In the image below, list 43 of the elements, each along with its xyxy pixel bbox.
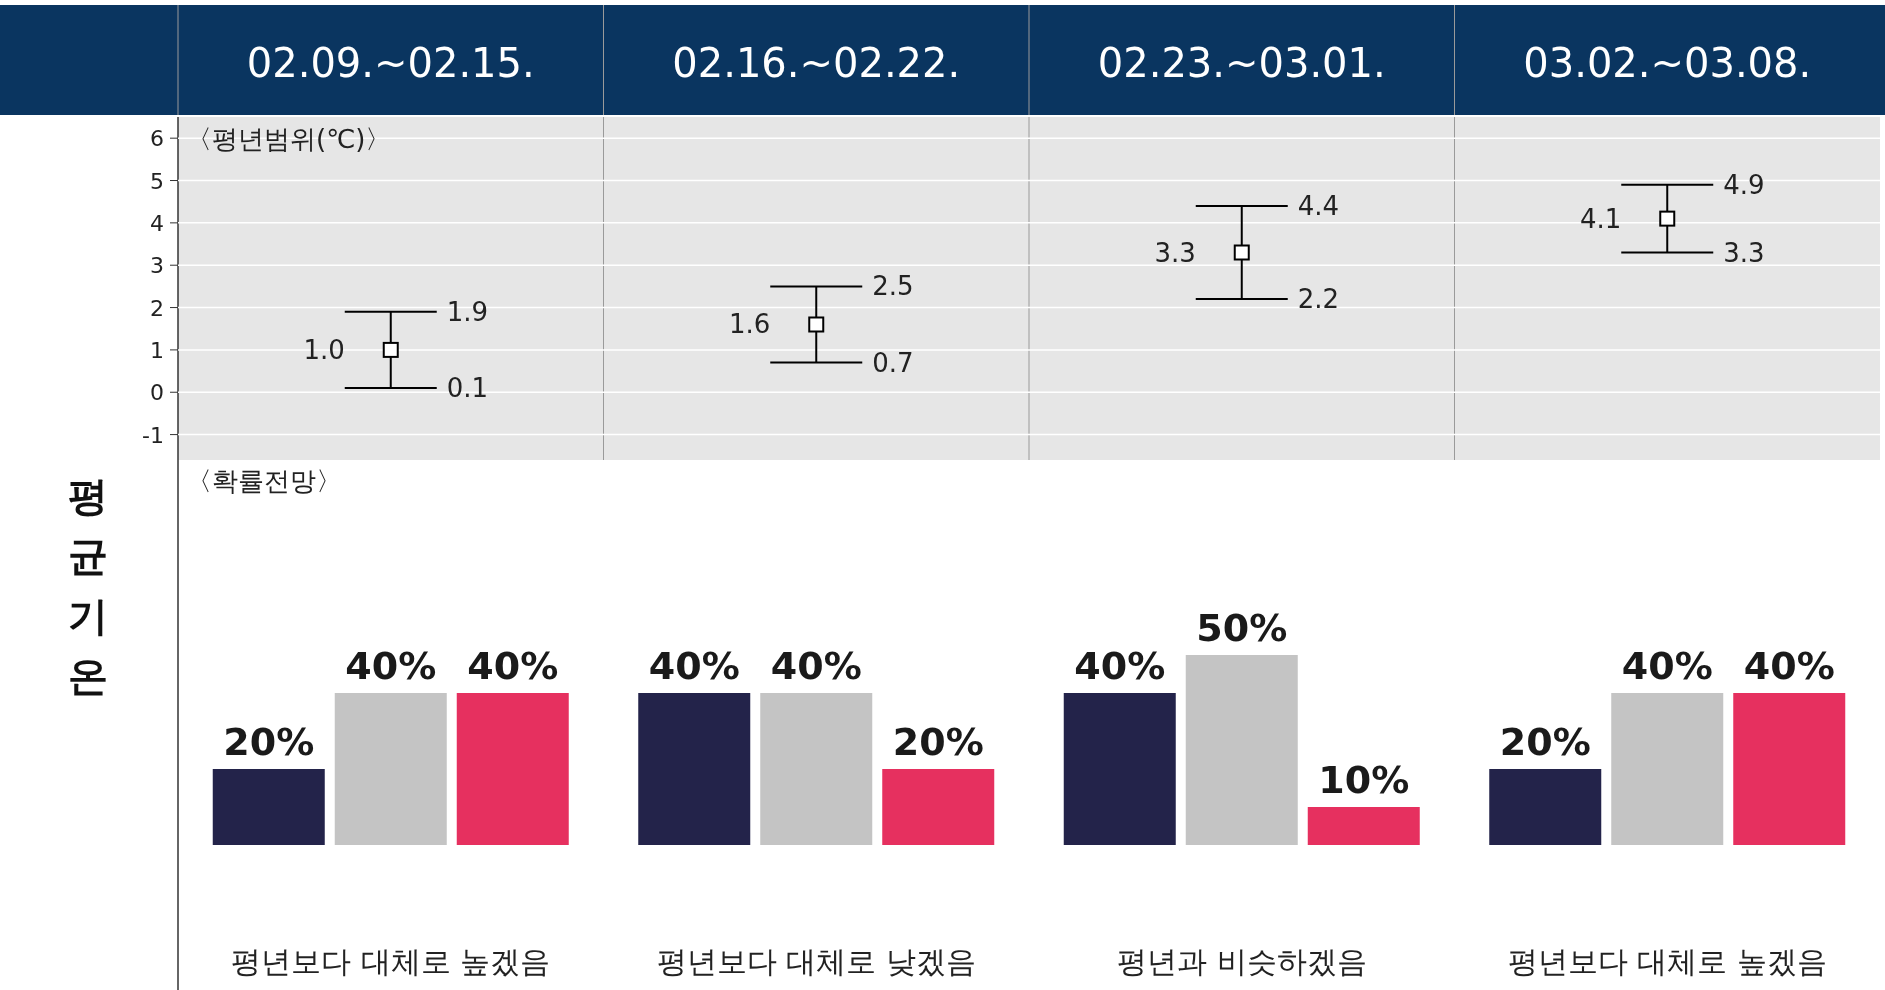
y-tick-label: 1 xyxy=(150,337,164,363)
annotation: 0.7 xyxy=(872,347,914,378)
annotation: 3.3 xyxy=(1723,237,1765,268)
data-label: 10% xyxy=(1318,758,1410,802)
y-axis-title: 평균기온 xyxy=(68,473,108,699)
data-label: 50% xyxy=(1196,606,1288,650)
text: 평년보다 대체로 낮겠음 xyxy=(656,944,976,979)
text: 평년과 비슷하겠음 xyxy=(1116,944,1367,979)
y-tick-label: -1 xyxy=(142,422,164,448)
data-label: 1.0 xyxy=(303,334,345,365)
annotation: 0.1 xyxy=(446,373,489,404)
y-tick-label: 0 xyxy=(150,380,164,406)
annotation: 4.4 xyxy=(1297,190,1340,221)
y-tick-label: 5 xyxy=(150,168,164,194)
y-tick-label: 4 xyxy=(150,210,164,236)
x-tick-label: 02.09.~02.15. xyxy=(246,40,535,86)
x-tick-label: 03.02.~03.08. xyxy=(1523,40,1812,86)
chart-title: 〈확률전망〉 xyxy=(186,466,342,496)
data-label: 40% xyxy=(770,644,862,688)
annotation: 2.5 xyxy=(872,271,914,302)
y-tick-label: 2 xyxy=(150,295,164,321)
data-label: 40% xyxy=(1621,644,1713,688)
annotation: 1.9 xyxy=(446,296,489,327)
x-tick-label: 02.16.~02.22. xyxy=(672,40,961,86)
data-label: 40% xyxy=(1074,644,1166,688)
data-label: 40% xyxy=(467,644,559,688)
data-label: 20% xyxy=(223,720,315,764)
annotation: 2.2 xyxy=(1297,284,1340,315)
y-tick-label: 6 xyxy=(150,126,164,152)
data-label: 40% xyxy=(1743,644,1835,688)
data-label: 40% xyxy=(345,644,437,688)
data-label: 20% xyxy=(1499,720,1591,764)
text: 평년보다 대체로 높겠음 xyxy=(1507,944,1827,979)
x-tick-label: 02.23.~03.01. xyxy=(1097,40,1386,86)
chart-title: 〈평년범위(℃)〉 xyxy=(186,124,392,154)
data-label: 20% xyxy=(892,720,984,764)
data-label: 4.1 xyxy=(1579,203,1622,234)
data-label: 3.3 xyxy=(1154,237,1196,268)
y-tick-label: 3 xyxy=(150,253,164,279)
data-label: 1.6 xyxy=(728,309,771,340)
text: 평년보다 대체로 높겠음 xyxy=(231,944,551,979)
data-label: 40% xyxy=(648,644,740,688)
annotation: 4.9 xyxy=(1723,169,1765,200)
